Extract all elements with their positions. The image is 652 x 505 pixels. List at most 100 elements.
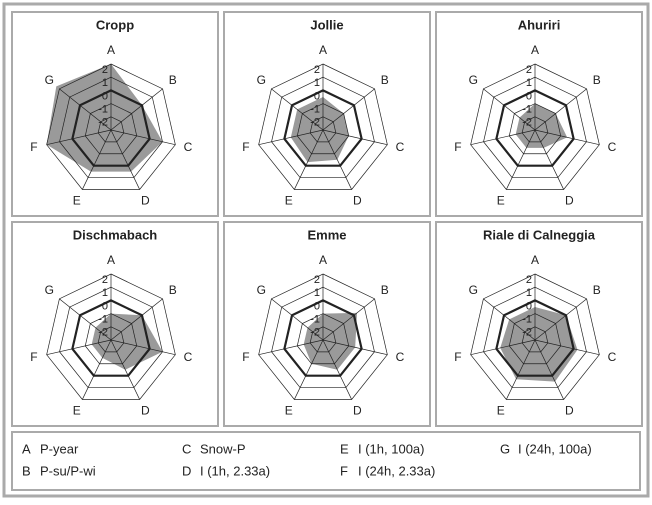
grid-ring xyxy=(470,273,600,400)
legend-label: I (24h, 2.33a) xyxy=(358,463,435,478)
axis-label: F xyxy=(30,350,37,364)
axis-label: D xyxy=(353,403,362,417)
axis-label: F xyxy=(30,140,37,154)
legend-label: I (1h, 100a) xyxy=(358,441,425,456)
grid-ring xyxy=(71,299,151,377)
axis-spoke xyxy=(110,339,140,400)
axis-label: A xyxy=(531,253,539,267)
axis-spoke xyxy=(322,129,388,146)
legend-key: A xyxy=(22,441,31,456)
axis-label: C xyxy=(608,350,617,364)
grid-ring xyxy=(59,76,163,178)
r-tick-label: 0 xyxy=(102,90,108,102)
r-tick-label: 2 xyxy=(526,274,532,286)
grid-ring xyxy=(296,103,350,155)
r-tick-label: -1 xyxy=(522,314,532,326)
axis-label: B xyxy=(169,73,177,87)
legend-key: C xyxy=(182,441,191,456)
axis-spoke xyxy=(110,129,140,190)
r-tick-label: 0 xyxy=(526,90,532,102)
axis-label: F xyxy=(242,140,249,154)
axis-label: C xyxy=(608,140,617,154)
axis-spoke xyxy=(258,129,324,146)
legend-key: F xyxy=(340,463,348,478)
grid-ring xyxy=(97,326,125,353)
r-tick-label: -1 xyxy=(522,104,532,116)
r-tick-label: 2 xyxy=(526,64,532,76)
axis-spoke xyxy=(506,129,536,190)
legend-key: B xyxy=(22,463,31,478)
axis-spoke xyxy=(534,129,600,146)
axis-spoke xyxy=(271,88,324,131)
legend-key: E xyxy=(340,441,349,456)
legend-label: P-su/P-wi xyxy=(40,463,96,478)
chart-title: Dischmabach xyxy=(73,227,158,242)
grid-ring xyxy=(296,313,350,365)
grid-ring xyxy=(97,116,125,143)
grid-ring xyxy=(521,116,549,143)
r-tick-label: 0 xyxy=(314,90,320,102)
axis-spoke xyxy=(258,339,324,356)
grid-ring xyxy=(309,116,337,143)
axis-label: C xyxy=(184,350,193,364)
r-tick-label: -2 xyxy=(310,327,320,339)
axis-spoke xyxy=(59,88,112,131)
axis-spoke xyxy=(534,88,587,131)
r-tick-label: -1 xyxy=(98,314,108,326)
axis-spoke xyxy=(483,298,536,341)
axis-label: C xyxy=(396,140,405,154)
grid-ring xyxy=(59,286,163,388)
legend-key: G xyxy=(500,441,510,456)
axis-spoke xyxy=(534,339,600,356)
legend-label: Snow-P xyxy=(200,441,246,456)
axis-spoke xyxy=(46,129,112,146)
r-tick-label: 2 xyxy=(314,274,320,286)
axis-label: A xyxy=(319,253,327,267)
axis-label: D xyxy=(565,193,574,207)
data-area xyxy=(500,307,578,382)
r-tick-label: 0 xyxy=(314,300,320,312)
r-tick-label: 1 xyxy=(314,77,320,89)
axis-label: E xyxy=(73,403,81,417)
axis-label: A xyxy=(107,253,115,267)
r-tick-label: 2 xyxy=(102,274,108,286)
grid-ring xyxy=(508,103,562,155)
axis-label: C xyxy=(396,350,405,364)
r-tick-label: -2 xyxy=(310,117,320,129)
axis-label: D xyxy=(565,403,574,417)
axis-label: D xyxy=(141,193,150,207)
axis-label: D xyxy=(353,193,362,207)
axis-label: G xyxy=(257,73,266,87)
chart-title: Ahuriri xyxy=(518,17,561,32)
axis-spoke xyxy=(110,88,163,131)
r-tick-label: 1 xyxy=(526,287,532,299)
axis-label: G xyxy=(45,283,54,297)
axis-spoke xyxy=(110,129,176,146)
r-tick-label: 2 xyxy=(314,64,320,76)
grid-ring xyxy=(271,76,375,178)
legend-box xyxy=(11,431,641,491)
r-tick-label: 1 xyxy=(102,287,108,299)
axis-label: E xyxy=(497,403,505,417)
grid-ring xyxy=(508,313,562,365)
grid-ring xyxy=(470,63,600,190)
axis-spoke xyxy=(294,339,324,400)
axis-label: E xyxy=(497,193,505,207)
axis-spoke xyxy=(322,298,375,341)
r-tick-label: 1 xyxy=(314,287,320,299)
axis-spoke xyxy=(470,129,536,146)
grid-ring xyxy=(258,63,388,190)
axis-label: A xyxy=(319,43,327,57)
r-tick-label: -1 xyxy=(310,104,320,116)
axis-label: A xyxy=(531,43,539,57)
axis-label: B xyxy=(169,283,177,297)
axis-spoke xyxy=(483,88,536,131)
data-area xyxy=(46,64,163,172)
axis-label: G xyxy=(469,283,478,297)
axis-label: A xyxy=(107,43,115,57)
r-tick-label: 2 xyxy=(102,64,108,76)
grid-ring xyxy=(271,286,375,388)
grid-ring xyxy=(283,89,363,167)
axis-label: F xyxy=(454,350,461,364)
r-tick-label: -2 xyxy=(522,327,532,339)
